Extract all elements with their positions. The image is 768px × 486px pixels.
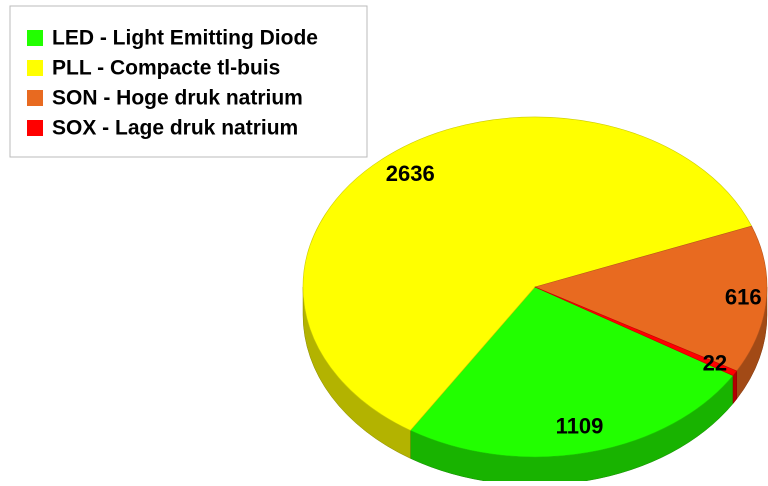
data-label: 2636 [386,161,435,186]
legend-label: PLL - Compacte tl-buis [52,57,280,80]
legend-label: LED - Light Emitting Diode [52,27,318,50]
legend-swatch [27,60,43,76]
pie-slice [534,225,768,372]
legend-swatch [27,90,43,106]
legend-swatch [27,30,43,46]
pie-slice [302,116,753,431]
data-label: 22 [703,350,727,375]
pie-side [732,370,737,405]
pie-slice [409,286,734,458]
data-label: 616 [725,284,762,309]
data-label: 1109 [556,414,604,439]
legend-box [9,5,368,158]
legend-label: SOX - Lage druk natrium [52,117,298,140]
pie-slice [534,286,738,376]
legend-swatch [27,120,43,136]
legend-label: SON - Hoge druk natrium [52,87,303,110]
